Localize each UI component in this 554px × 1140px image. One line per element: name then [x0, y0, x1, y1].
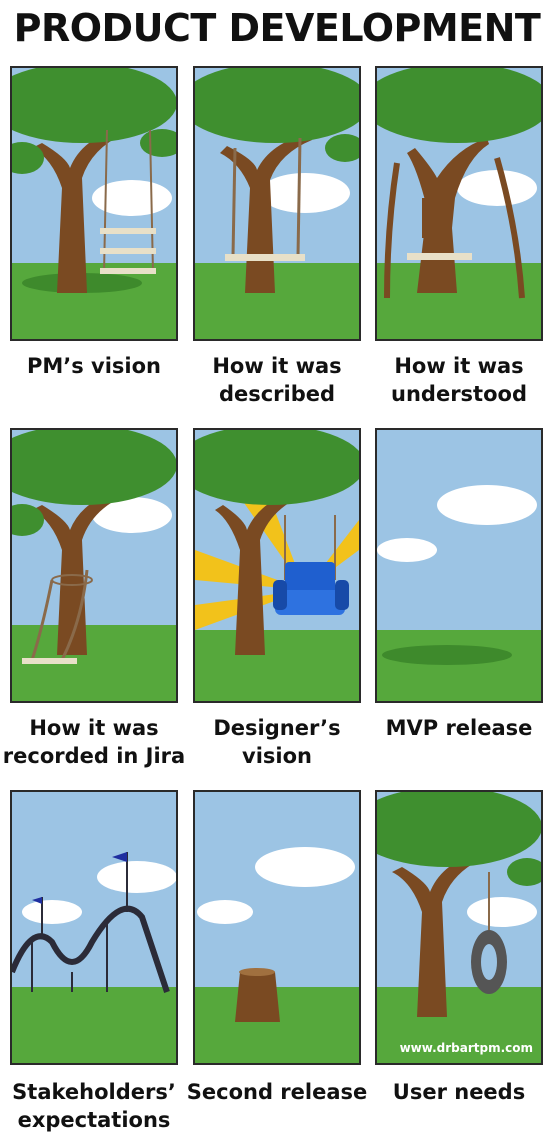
panel-how-described	[193, 66, 361, 341]
panel-recorded-jira	[10, 428, 178, 703]
tree-trunk	[32, 128, 124, 293]
tree-stump	[235, 972, 280, 1022]
panel-pm-vision	[10, 66, 178, 341]
caption-second-release: Second release	[186, 1080, 368, 1104]
caption-designer-vision: Designer’s vision	[213, 716, 341, 768]
caption-mvp-release: MVP release	[385, 716, 533, 740]
caption-recorded-jira: How it was recorded in Jira	[2, 716, 186, 768]
caption-pm-vision: PM’s vision	[26, 354, 162, 378]
panel-stakeholders-expectations	[10, 790, 178, 1065]
rollercoaster-track	[12, 905, 170, 993]
panel-how-understood	[375, 66, 543, 341]
caption-user-needs: User needs	[392, 1080, 526, 1104]
panel-user-needs: www.drbartpm.com	[375, 790, 543, 1065]
page-title: PRODUCT DEVELOPMENT	[13, 6, 541, 50]
caption-how-understood: How it was understood	[391, 354, 527, 406]
watermark: www.drbartpm.com	[399, 1041, 533, 1055]
panel-mvp-release	[375, 428, 543, 703]
panel-second-release	[193, 790, 361, 1065]
caption-how-described: How it was described	[212, 354, 342, 406]
armchair	[273, 562, 349, 615]
caption-stakeholders-expectations: Stakeholders’ expectations	[12, 1080, 176, 1132]
panel-designer-vision	[193, 428, 361, 703]
